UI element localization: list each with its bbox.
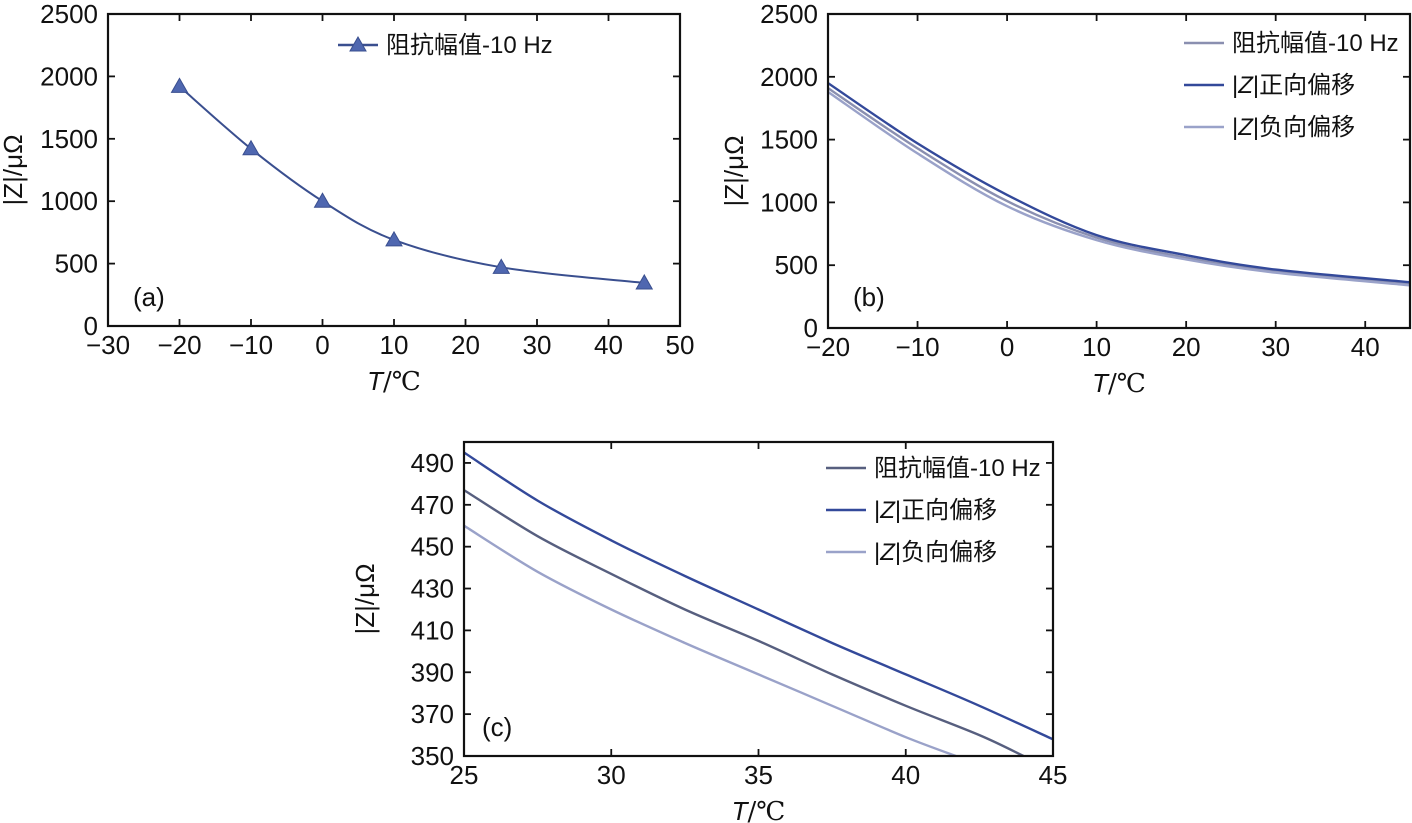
y-tick-label: 1000 bbox=[40, 186, 98, 216]
y-tick-label: 470 bbox=[411, 490, 454, 520]
legend-label: 阻抗幅值-10 Hz bbox=[1232, 30, 1399, 57]
legend-label: |Z|正向偏移 bbox=[1232, 72, 1355, 99]
x-tick-label: −20 bbox=[157, 330, 201, 360]
x-tick-label: 20 bbox=[1172, 332, 1201, 362]
series-line-1 bbox=[464, 489, 1025, 756]
legend-label: |Z|负向偏移 bbox=[874, 539, 997, 566]
x-tick-label: 45 bbox=[1039, 760, 1068, 790]
y-tick-label: 2500 bbox=[760, 0, 818, 29]
x-axis-label: T/℃ bbox=[1092, 368, 1146, 399]
y-tick-label: 1500 bbox=[760, 125, 818, 155]
x-axis-label: T/℃ bbox=[367, 366, 421, 397]
x-tick-label: −20 bbox=[806, 332, 850, 362]
y-tick-label: 2000 bbox=[760, 62, 818, 92]
y-tick-label: 370 bbox=[411, 699, 454, 729]
y-tick-label: 490 bbox=[411, 448, 454, 478]
panel-tag: (a) bbox=[133, 282, 165, 312]
x-tick-label: −10 bbox=[229, 330, 273, 360]
y-tick-label: 0 bbox=[84, 311, 98, 341]
x-tick-label: 50 bbox=[666, 330, 695, 360]
x-tick-label: 10 bbox=[380, 330, 409, 360]
panel-tag: (c) bbox=[482, 712, 512, 742]
data-point-marker bbox=[170, 77, 189, 93]
data-point-marker bbox=[385, 230, 403, 247]
series-line-2 bbox=[828, 82, 1410, 284]
chart-panel-b: −20 −10 0 10 20 30 40 0 500 1000 1500 2000 2500 T/℃ |Z… bbox=[719, 0, 1412, 399]
series-line-2 bbox=[464, 451, 1053, 741]
y-axis-label: |Z|/μΩ bbox=[719, 135, 749, 206]
y-tick-label: 1000 bbox=[760, 187, 818, 217]
legend-label: 阻抗幅值-10 Hz bbox=[386, 32, 553, 59]
chart-panel-a: −30 −20 −10 0 10 20 30 40 5005001000150020002500… bbox=[0, 0, 694, 397]
panel-tag: (b) bbox=[853, 282, 885, 312]
x-tick-label: 40 bbox=[594, 330, 623, 360]
x-tick-label: 35 bbox=[744, 760, 773, 790]
y-axis-label: |Z|/μΩ bbox=[0, 134, 28, 205]
x-axis-label: T/℃ bbox=[732, 796, 786, 823]
y-tick-label: 410 bbox=[411, 615, 454, 645]
x-tick-label: 20 bbox=[451, 330, 480, 360]
y-tick-label: 390 bbox=[411, 657, 454, 687]
x-tick-label: −10 bbox=[895, 332, 939, 362]
y-tick-label: 500 bbox=[55, 249, 98, 279]
y-tick-label: 350 bbox=[411, 741, 454, 771]
legend-label: |Z|负向偏移 bbox=[1232, 114, 1355, 141]
data-point-marker bbox=[635, 273, 654, 290]
x-tick-label: 30 bbox=[597, 760, 626, 790]
data-point-marker bbox=[313, 192, 332, 208]
y-tick-label: 2500 bbox=[40, 0, 98, 29]
x-tick-label: 25 bbox=[450, 760, 479, 790]
y-tick-label: 1500 bbox=[40, 124, 98, 154]
y-axis-label: |Z|/μΩ bbox=[350, 563, 380, 634]
data-point-marker bbox=[242, 139, 260, 156]
y-tick-label: 450 bbox=[411, 532, 454, 562]
x-tick-label: 30 bbox=[523, 330, 552, 360]
legend-label: |Z|正向偏移 bbox=[874, 497, 997, 524]
series-line-1 bbox=[178, 85, 645, 284]
chart-panel-c: 25 30 35 40 45 350 370 390 410 430 450 470 490 T/℃ |Z|… bbox=[350, 440, 1068, 823]
x-tick-label: 0 bbox=[315, 330, 329, 360]
data-point-marker bbox=[492, 258, 511, 274]
x-tick-label: −30 bbox=[86, 330, 130, 360]
legend-marker bbox=[349, 35, 367, 52]
x-tick-label: 40 bbox=[1351, 332, 1380, 362]
series-line-3 bbox=[828, 90, 1410, 287]
x-tick-label: 10 bbox=[1082, 332, 1111, 362]
x-tick-label: 30 bbox=[1261, 332, 1290, 362]
y-tick-label: 430 bbox=[411, 574, 454, 604]
x-tick-label: 40 bbox=[891, 760, 920, 790]
legend-label: 阻抗幅值-10 Hz bbox=[874, 455, 1041, 482]
plot-frame bbox=[826, 12, 1412, 330]
y-tick-label: 2000 bbox=[40, 61, 98, 91]
y-tick-label: 500 bbox=[775, 250, 818, 280]
y-tick-label: 0 bbox=[804, 313, 818, 343]
x-tick-label: 0 bbox=[1000, 332, 1014, 362]
series-line-3 bbox=[464, 524, 957, 756]
plot-frame bbox=[462, 440, 1055, 758]
